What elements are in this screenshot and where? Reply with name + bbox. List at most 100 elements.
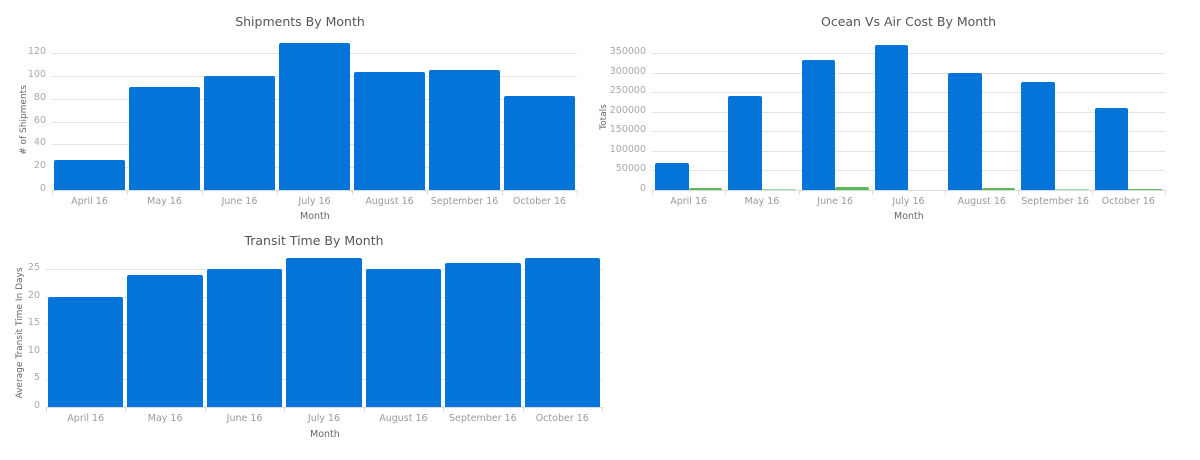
gridline [652, 72, 1165, 74]
x-tick-mark [204, 407, 206, 412]
x-tick-mark [1165, 190, 1166, 195]
x-tick-label: October 16 [1101, 196, 1155, 207]
x-tick-mark [363, 407, 365, 412]
x-tick-mark [871, 190, 873, 195]
bar[interactable] [524, 257, 600, 407]
y-tick-label: 300000 [609, 65, 646, 77]
bar-secondary[interactable] [981, 187, 1016, 190]
x-tick-mark [46, 407, 47, 412]
bar-secondary[interactable] [1128, 188, 1162, 190]
x-tick-label: July 16 [298, 196, 331, 207]
gridline [652, 150, 1165, 152]
x-tick-mark [502, 190, 503, 195]
bar[interactable] [129, 87, 200, 190]
bar[interactable] [1094, 107, 1129, 190]
y-tick-label: 50000 [615, 163, 646, 175]
gridline [652, 170, 1165, 172]
y-tick-label: 0 [33, 400, 40, 411]
bar[interactable] [655, 163, 689, 190]
x-tick-mark [52, 190, 53, 195]
x-tick-label: August 16 [379, 413, 428, 424]
x-tick-mark [798, 190, 800, 195]
y-tick-label: 40 [33, 137, 46, 149]
bar[interactable] [54, 160, 125, 190]
bar[interactable] [127, 274, 203, 407]
x-axis-title: Month [300, 211, 330, 222]
x-tick-label: May 16 [744, 196, 780, 207]
y-tick-label: 10 [27, 344, 40, 356]
bar[interactable] [286, 257, 362, 407]
x-tick-mark [652, 190, 653, 195]
x-tick-label: September 16 [449, 413, 517, 424]
chart-title: Ocean Vs Air Cost By Month [820, 14, 997, 29]
x-tick-label: October 16 [512, 196, 567, 207]
x-tick-mark [602, 407, 603, 412]
x-tick-mark [284, 407, 286, 412]
bar[interactable] [874, 44, 909, 190]
x-tick-label: July 16 [892, 196, 925, 207]
x-axis-line [52, 190, 577, 191]
gridline [652, 111, 1165, 113]
x-tick-mark [127, 190, 128, 195]
y-tick-label: 120 [27, 46, 46, 57]
x-tick-label: October 16 [535, 413, 589, 424]
x-tick-label: May 16 [147, 413, 183, 424]
x-tick-label: September 16 [1021, 196, 1089, 207]
bar[interactable] [48, 296, 124, 407]
bar[interactable] [504, 96, 575, 190]
bar[interactable] [365, 269, 442, 407]
x-tick-label: September 16 [430, 196, 499, 207]
y-tick-label: 60 [33, 114, 46, 126]
x-tick-label: August 16 [957, 196, 1006, 207]
bar-secondary[interactable] [688, 188, 723, 190]
ocean-vs-air-cost-chart: Ocean Vs Air Cost By Month Totals Month … [599, 14, 1166, 222]
y-tick-label: 25 [27, 262, 40, 273]
x-tick-mark [427, 190, 428, 195]
x-tick-label: August 16 [365, 196, 414, 207]
bar[interactable] [728, 95, 762, 190]
y-tick-label: 0 [639, 183, 646, 194]
gridline [652, 53, 1165, 54]
bar[interactable] [429, 70, 500, 190]
y-tick-label: 0 [39, 183, 46, 194]
x-tick-mark [945, 190, 947, 195]
x-tick-label: June 16 [817, 196, 854, 207]
y-tick-label: 350000 [609, 46, 646, 57]
x-tick-label: June 16 [226, 413, 263, 424]
bar-secondary[interactable] [761, 188, 796, 190]
y-tick-label: 20 [33, 160, 46, 172]
bar[interactable] [204, 75, 275, 190]
y-tick-label: 20 [27, 289, 40, 301]
x-tick-mark [522, 407, 524, 412]
x-tick-mark [277, 190, 278, 195]
bar[interactable] [206, 269, 283, 407]
bar[interactable] [801, 60, 836, 190]
x-tick-mark [352, 190, 353, 195]
bar-secondary[interactable] [835, 187, 869, 190]
transit-time-by-month-chart: Transit Time By Month Average Transit Ti… [15, 233, 603, 440]
y-tick-label: 150000 [609, 124, 646, 136]
chart-title: Shipments By Month [235, 14, 365, 29]
bar-secondary[interactable] [1055, 188, 1089, 190]
x-tick-label: June 16 [221, 196, 258, 207]
bar[interactable] [948, 72, 982, 190]
x-tick-mark [577, 190, 578, 195]
y-tick-label: 5 [33, 372, 40, 384]
gridline [652, 131, 1165, 133]
x-tick-label: April 16 [71, 196, 108, 207]
bar[interactable] [1021, 81, 1056, 190]
y-tick-label: 200000 [609, 104, 646, 116]
y-tick-label: 100 [27, 68, 46, 80]
shipments-by-month-chart: Shipments By Month # of Shipments Month … [0, 0, 600, 230]
x-axis-title: Month [894, 211, 924, 222]
y-axis-title: Average Transit Time In Days [15, 267, 25, 399]
x-tick-mark [1018, 190, 1020, 195]
x-tick-label: July 16 [307, 413, 341, 424]
x-tick-mark [202, 190, 203, 195]
x-axis-line [652, 190, 1165, 191]
bar[interactable] [279, 42, 350, 190]
x-tick-label: April 16 [670, 196, 708, 207]
x-tick-mark [125, 407, 127, 412]
bar[interactable] [445, 263, 521, 407]
bar[interactable] [354, 72, 425, 190]
